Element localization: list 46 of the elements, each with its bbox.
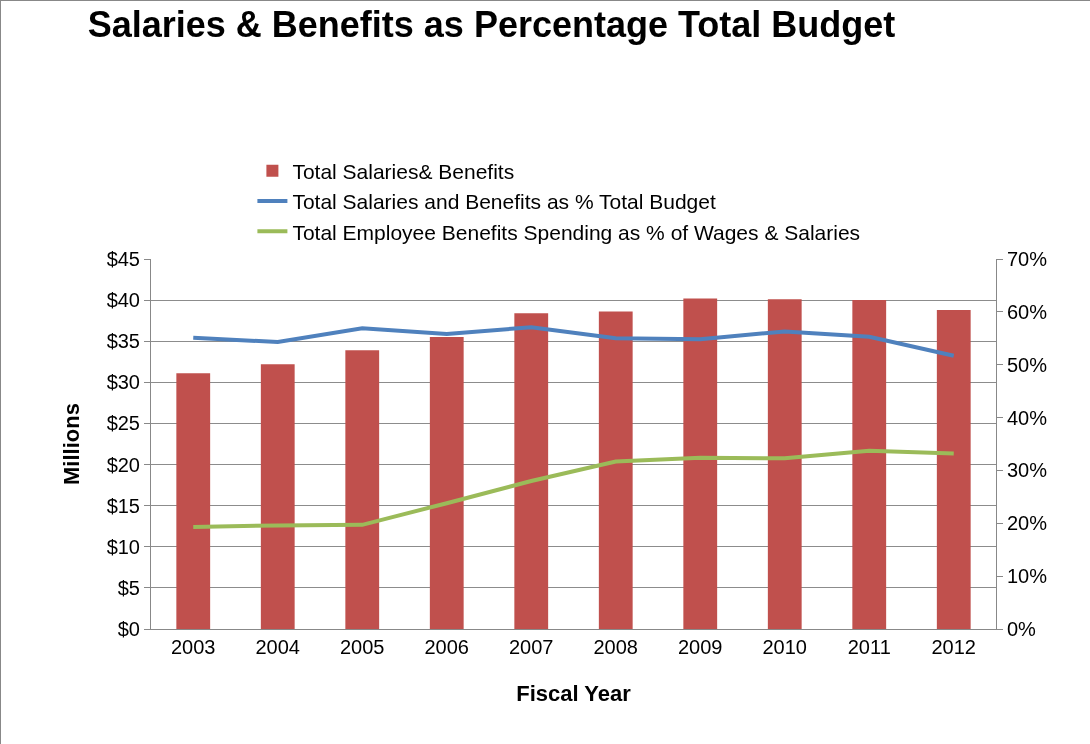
y2-tick-label: 20%	[1007, 512, 1048, 535]
y-tick-label: $35	[106, 330, 140, 353]
x-tick-label: 2011	[847, 636, 891, 658]
bar	[514, 313, 549, 629]
y2-tick-label: 30%	[1007, 459, 1048, 482]
y2-tick-label: 40%	[1007, 406, 1048, 429]
x-axis-title: Fiscal Year	[516, 680, 632, 706]
x-tick-label: 2008	[593, 636, 638, 658]
y2-tick-label: 70%	[1007, 248, 1048, 270]
y2-tick-label: 0%	[1007, 618, 1037, 640]
legend-label: Total Salaries& Benefits	[292, 159, 515, 183]
bar	[852, 300, 887, 629]
y-tick-label: $5	[117, 576, 140, 599]
y-tick-label: $10	[106, 535, 140, 558]
x-tick-label: 2007	[509, 636, 554, 658]
bar	[429, 337, 464, 629]
line-series	[191, 325, 956, 358]
bar	[176, 373, 211, 629]
x-tick-label: 2005	[340, 636, 385, 658]
line-series	[191, 448, 956, 529]
bar	[683, 298, 718, 629]
chart-title: Salaries & Benefits as Percentage Total Budget	[87, 4, 896, 46]
x-tick-label: 2003	[171, 636, 216, 658]
bar	[260, 364, 295, 629]
bar	[598, 311, 633, 629]
legend-label: Total Employee Benefits Spending as % of Wages & Salaries	[292, 220, 861, 244]
y-tick-label: $25	[106, 412, 140, 435]
y-tick-label: $20	[106, 453, 140, 476]
y2-tick-label: 50%	[1007, 353, 1048, 376]
bar	[345, 350, 380, 629]
y-tick-label: $45	[106, 248, 140, 270]
y-tick-label: $15	[106, 494, 140, 517]
y-axis-title: Millions	[59, 403, 85, 485]
bar	[767, 299, 802, 629]
bar	[936, 309, 971, 629]
y-tick-label: $0	[117, 618, 140, 640]
x-tick-label: 2009	[678, 636, 723, 658]
legend-label: Total Salaries and Benefits as % Total Budget	[292, 190, 716, 214]
y2-tick-label: 10%	[1007, 565, 1048, 588]
y2-tick-label: 60%	[1007, 300, 1048, 323]
x-tick-label: 2010	[762, 636, 807, 658]
x-tick-label: 2006	[424, 636, 469, 658]
x-tick-label: 2012	[931, 636, 976, 658]
y-tick-label: $40	[106, 289, 140, 312]
y-tick-label: $30	[106, 371, 140, 394]
x-tick-label: 2004	[255, 636, 300, 658]
